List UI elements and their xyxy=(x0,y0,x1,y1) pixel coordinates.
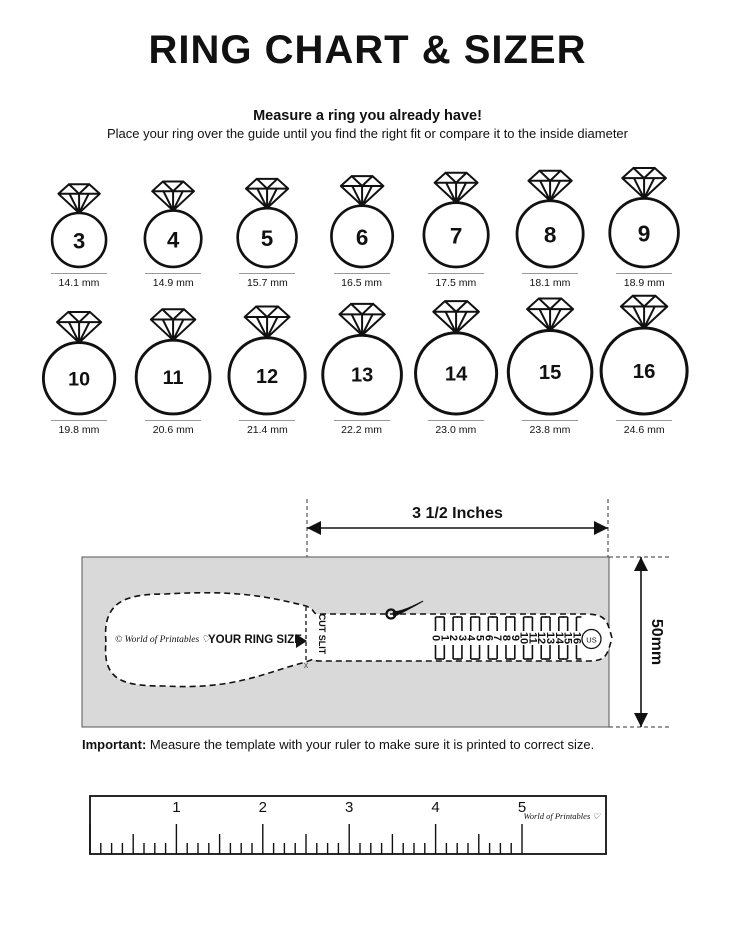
svg-text:50mm: 50mm xyxy=(648,619,665,665)
svg-text:x: x xyxy=(304,660,309,670)
svg-text:3 1/2 Inches: 3 1/2 Inches xyxy=(412,505,503,522)
svg-text:© World of Printables ♡: © World of Printables ♡ xyxy=(115,634,212,645)
svg-text:US: US xyxy=(586,636,596,645)
svg-text:CUT SLIT: CUT SLIT xyxy=(317,614,327,655)
svg-text:16: 16 xyxy=(570,632,582,644)
svg-text:YOUR RING SIZE: YOUR RING SIZE xyxy=(208,634,302,646)
